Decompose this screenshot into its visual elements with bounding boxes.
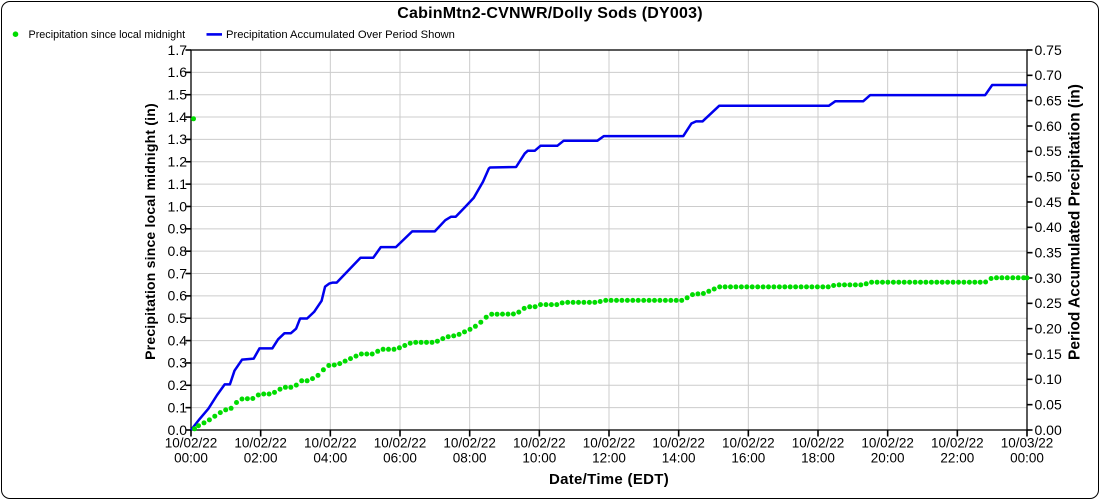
svg-text:0.70: 0.70 <box>1035 67 1062 83</box>
svg-text:1.6: 1.6 <box>168 64 188 80</box>
svg-text:0.15: 0.15 <box>1035 346 1062 362</box>
svg-text:10/02/22: 10/02/22 <box>931 435 984 450</box>
svg-text:0.60: 0.60 <box>1035 118 1062 134</box>
svg-text:0.50: 0.50 <box>1035 168 1062 184</box>
svg-text:0.6: 0.6 <box>168 288 188 304</box>
svg-text:0.7: 0.7 <box>168 265 188 281</box>
svg-text:10/02/22: 10/02/22 <box>304 435 357 450</box>
svg-text:0.5: 0.5 <box>168 310 188 326</box>
svg-text:00:00: 00:00 <box>1010 450 1044 465</box>
svg-text:00:00: 00:00 <box>174 450 208 465</box>
svg-text:0.30: 0.30 <box>1035 270 1062 286</box>
svg-text:0.9: 0.9 <box>168 221 188 237</box>
svg-text:10/03/22: 10/03/22 <box>1001 435 1054 450</box>
svg-text:0.3: 0.3 <box>168 355 188 371</box>
svg-text:1.2: 1.2 <box>168 154 188 170</box>
svg-text:1.7: 1.7 <box>168 42 188 58</box>
svg-text:1.4: 1.4 <box>168 109 188 125</box>
svg-text:10/02/22: 10/02/22 <box>792 435 845 450</box>
svg-text:0.40: 0.40 <box>1035 219 1062 235</box>
svg-text:0.05: 0.05 <box>1035 396 1062 412</box>
svg-text:08:00: 08:00 <box>453 450 487 465</box>
svg-text:10/02/22: 10/02/22 <box>443 435 496 450</box>
svg-text:20:00: 20:00 <box>871 450 905 465</box>
svg-text:1.1: 1.1 <box>168 176 188 192</box>
svg-text:0.0: 0.0 <box>168 422 188 438</box>
svg-text:1.3: 1.3 <box>168 131 188 147</box>
svg-text:0.25: 0.25 <box>1035 295 1062 311</box>
svg-text:0.45: 0.45 <box>1035 194 1062 210</box>
svg-text:10/02/22: 10/02/22 <box>234 435 287 450</box>
svg-text:0.10: 0.10 <box>1035 371 1062 387</box>
svg-text:10/02/22: 10/02/22 <box>861 435 914 450</box>
svg-text:10/02/22: 10/02/22 <box>722 435 775 450</box>
svg-text:0.00: 0.00 <box>1035 422 1062 438</box>
svg-text:16:00: 16:00 <box>731 450 765 465</box>
svg-text:22:00: 22:00 <box>940 450 974 465</box>
svg-text:10/02/22: 10/02/22 <box>165 435 218 450</box>
svg-text:0.1: 0.1 <box>168 399 188 415</box>
svg-text:04:00: 04:00 <box>313 450 347 465</box>
svg-text:0.2: 0.2 <box>168 377 188 393</box>
svg-text:10:00: 10:00 <box>522 450 556 465</box>
svg-text:1.5: 1.5 <box>168 87 188 103</box>
svg-text:10/02/22: 10/02/22 <box>652 435 705 450</box>
svg-text:0.8: 0.8 <box>168 243 188 259</box>
svg-text:0.35: 0.35 <box>1035 244 1062 260</box>
svg-text:0.4: 0.4 <box>168 332 188 348</box>
svg-text:06:00: 06:00 <box>383 450 417 465</box>
svg-text:0.20: 0.20 <box>1035 320 1062 336</box>
svg-text:10/02/22: 10/02/22 <box>583 435 636 450</box>
svg-text:0.75: 0.75 <box>1035 42 1062 58</box>
svg-text:0.55: 0.55 <box>1035 143 1062 159</box>
svg-text:10/02/22: 10/02/22 <box>513 435 566 450</box>
svg-text:14:00: 14:00 <box>662 450 696 465</box>
svg-text:10/02/22: 10/02/22 <box>374 435 427 450</box>
svg-text:18:00: 18:00 <box>801 450 835 465</box>
svg-text:1.0: 1.0 <box>168 198 188 214</box>
svg-text:0.65: 0.65 <box>1035 92 1062 108</box>
svg-text:12:00: 12:00 <box>592 450 626 465</box>
svg-text:02:00: 02:00 <box>244 450 278 465</box>
